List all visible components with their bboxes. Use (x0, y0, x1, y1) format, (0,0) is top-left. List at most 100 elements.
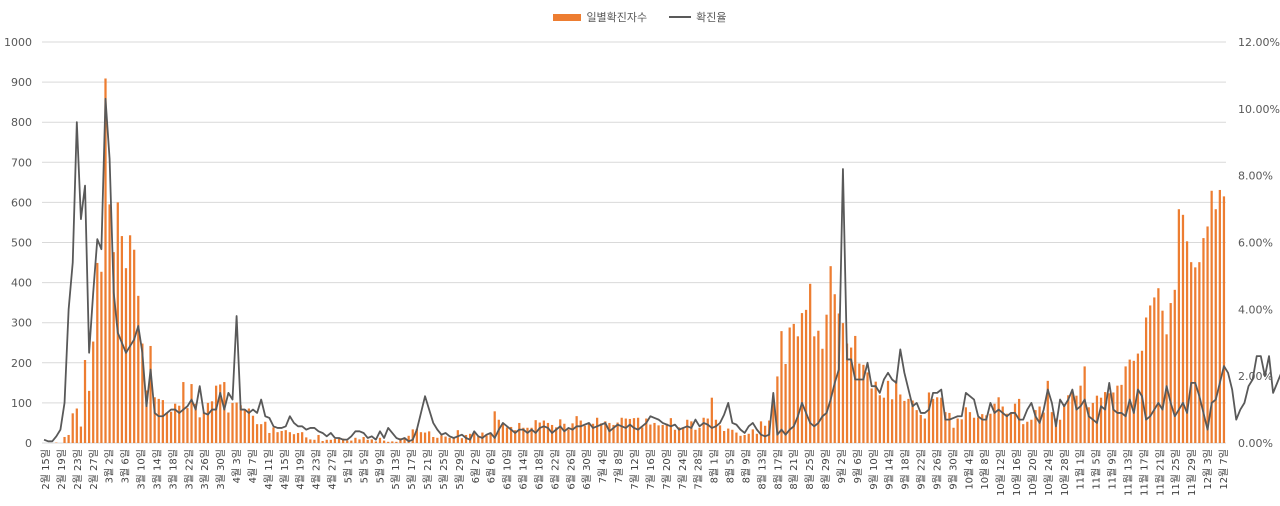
bar (1075, 395, 1078, 443)
bar (559, 419, 562, 443)
x-tick-label: 10월 20일 (1027, 449, 1039, 496)
bar (96, 262, 99, 443)
bar (460, 438, 464, 443)
bar (698, 427, 701, 443)
bar (616, 422, 619, 443)
bar (1017, 398, 1021, 443)
bar (727, 428, 730, 443)
bar (370, 439, 373, 443)
bar (944, 412, 947, 443)
bar (411, 429, 414, 443)
bar (317, 434, 320, 443)
x-tick-label: 4월 11일 (263, 449, 275, 490)
bar (804, 309, 808, 443)
bar (862, 364, 865, 443)
bar (956, 418, 959, 443)
x-tick-label: 8월 21일 (788, 449, 800, 490)
bar (272, 427, 275, 443)
bar (223, 382, 226, 443)
bar (1149, 305, 1152, 443)
bar (444, 436, 447, 443)
bar (1116, 385, 1119, 443)
bar (530, 427, 533, 443)
bar (747, 433, 750, 443)
x-tick-label: 3월 18일 (167, 449, 179, 490)
bar (518, 422, 521, 443)
x-tick-label: 5월 9일 (374, 449, 386, 483)
bar (1108, 393, 1111, 443)
bar (280, 430, 283, 443)
y-right-tick-label: 10.00% (1238, 103, 1280, 116)
bar (735, 432, 738, 443)
bar (305, 437, 308, 443)
bar-series (55, 78, 1226, 444)
bar (255, 424, 259, 443)
bar (100, 271, 103, 443)
bar (1181, 214, 1185, 443)
bar (116, 202, 119, 443)
x-tick-label: 6월 30일 (581, 449, 593, 490)
bar (358, 439, 361, 443)
bar (985, 415, 988, 443)
x-tick-label: 4월 27일 (327, 449, 339, 490)
x-tick-label: 12월 7일 (1218, 449, 1230, 490)
bar (546, 422, 550, 443)
bar (1054, 418, 1058, 443)
bar (104, 78, 107, 444)
bar (174, 403, 177, 443)
x-tick-label: 5월 21일 (422, 449, 434, 490)
bar (251, 415, 255, 443)
bar (485, 435, 488, 443)
x-tick-label: 8월 5일 (725, 449, 737, 483)
bar (706, 418, 709, 443)
x-tick-label: 12월 3일 (1202, 449, 1214, 490)
bar (677, 427, 681, 443)
bar (829, 266, 832, 443)
bar (202, 412, 205, 443)
bar (673, 429, 677, 443)
line-series (43, 97, 1280, 443)
bar (702, 417, 705, 443)
x-tick-label: 11월 17일 (1138, 449, 1150, 496)
bar (809, 283, 812, 443)
bar (276, 432, 279, 443)
bar (796, 336, 799, 443)
bar (608, 422, 611, 443)
bar (337, 438, 341, 443)
bar (178, 405, 181, 443)
x-tick-label: 9월 6일 (852, 449, 864, 483)
bar (567, 429, 570, 443)
rate-line (43, 97, 1280, 443)
bar (1042, 412, 1045, 443)
bar (591, 423, 595, 443)
bar (596, 417, 599, 443)
legend-item-bars[interactable]: 일별확진자수 (553, 9, 647, 25)
bar (284, 430, 287, 443)
bar (649, 424, 652, 443)
bar (575, 416, 578, 443)
bar (292, 434, 296, 443)
bar (993, 403, 996, 443)
bar (1071, 392, 1074, 444)
bar (755, 433, 759, 443)
bar (448, 437, 451, 443)
bar (694, 429, 697, 443)
bar (915, 410, 918, 443)
bar (895, 380, 898, 443)
bar (1206, 226, 1209, 443)
bar (473, 432, 476, 443)
bar (837, 313, 840, 443)
x-tick-label: 9월 22일 (916, 449, 928, 490)
bar (128, 235, 132, 443)
bar (157, 398, 160, 443)
bar (514, 430, 517, 443)
x-tick-label: 4월 23일 (311, 449, 323, 490)
x-tick-label: 10월 24일 (1043, 449, 1055, 496)
bar (313, 439, 316, 443)
bar (850, 347, 853, 443)
y-left-tick-label: 0 (25, 437, 32, 450)
bar (83, 359, 87, 443)
y-left-tick-label: 800 (11, 116, 32, 129)
legend-item-line[interactable]: 확진율 (669, 9, 727, 25)
x-tick-label: 6월 2일 (470, 449, 482, 483)
